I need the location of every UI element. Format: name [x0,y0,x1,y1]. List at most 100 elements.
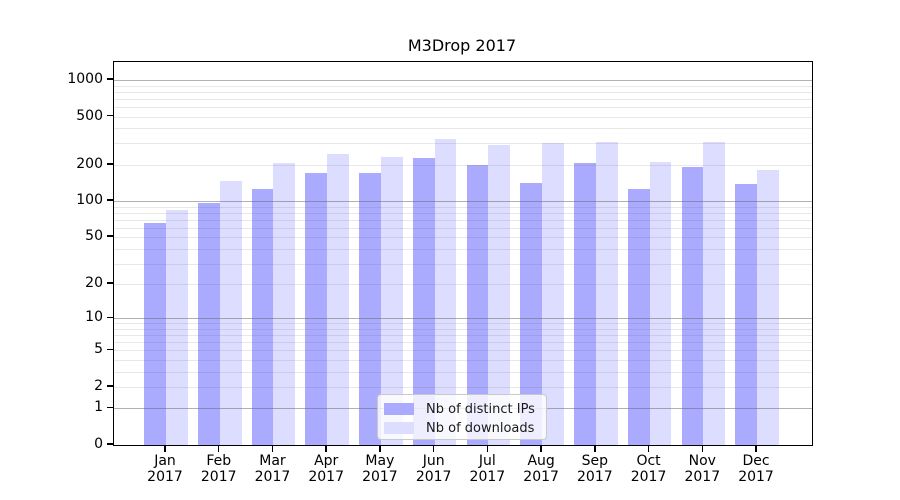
y-tick-label: 500 [76,107,103,124]
x-axis-tick [701,445,704,452]
y-axis-tick [106,78,113,80]
legend-swatch-downloads-icon [384,422,414,434]
gridline-minor [114,350,812,352]
bar-downloads-feb [219,180,242,445]
bar-distinct-ips-mar [251,189,274,445]
y-axis-tick [106,235,113,237]
gridline-minor [114,284,812,286]
x-tick-label: Nov 2017 [684,453,721,485]
legend-label-downloads: Nb of downloads [426,420,535,436]
bar-distinct-ips-oct [627,189,650,445]
gridline-minor [114,164,812,166]
legend-label-distinct-ips: Nb of distinct IPs [426,401,535,417]
gridline-minor [114,98,812,100]
x-axis-tick [755,445,757,452]
x-tick-label: Jun 2017 [415,453,452,485]
x-tick-label: Feb 2017 [200,453,237,485]
bar-downloads-apr [327,154,349,445]
bar-distinct-ips-feb [197,203,220,445]
y-tick-label: 200 [76,155,103,172]
gridline-minor [114,116,812,118]
y-axis-tick [106,443,113,445]
y-axis-tick [106,114,113,117]
legend-item-downloads: Nb of downloads [384,419,546,437]
x-tick-label: Sep 2017 [577,453,613,485]
x-tick-label: Jan 2017 [147,453,183,485]
gridline-minor [114,212,812,214]
bar-distinct-ips-apr [305,172,328,445]
gridline-minor [114,248,812,250]
x-tick-label: Apr 2017 [308,453,344,485]
bar-downloads-jul [488,144,511,445]
y-tick-label: 10 [85,309,103,326]
bar-distinct-ips-aug [520,183,543,445]
x-tick-label: Jul 2017 [469,453,506,485]
y-axis-tick [106,282,113,284]
x-tick-label: Mar 2017 [254,453,291,485]
bar-distinct-ips-nov [681,166,704,445]
y-tick-label: 2 [94,377,103,394]
legend-swatch-distinct-ips-icon [384,403,414,415]
legend: Nb of distinct IPs Nb of downloads [377,394,547,440]
x-tick-label: Dec 2017 [738,453,774,485]
x-axis-tick [647,445,650,452]
x-axis-tick [164,445,166,452]
gridline-minor [114,386,812,388]
bar-distinct-ips-jan [144,222,166,445]
y-axis-tick [106,316,113,319]
y-tick-label: 20 [85,275,103,292]
gridline-minor [114,219,812,221]
gridline-minor [114,106,812,108]
chart-title: M3Drop 2017 [407,36,517,55]
gridline-major [114,201,812,203]
gridline-minor [114,91,812,93]
x-axis-tick [594,445,596,452]
gridline-minor [114,323,812,325]
x-axis-tick [217,445,220,452]
bar-distinct-ips-sep [574,162,596,445]
y-axis-tick [106,163,113,165]
gridline-minor [114,85,812,87]
gridline-minor [114,359,812,361]
bar-downloads-oct [649,162,672,445]
x-axis-tick [325,445,327,452]
x-tick-label: May 2017 [362,453,398,485]
gridline-minor [114,128,812,130]
x-tick-label: Aug 2017 [523,453,559,485]
x-axis-tick [271,445,274,452]
bar-downloads-nov [703,141,726,445]
bar-downloads-aug [542,143,564,445]
legend-item-distinct-ips: Nb of distinct IPs [384,400,546,418]
gridline-minor [114,328,812,330]
gridline-minor [114,342,812,344]
gridline-minor [114,237,812,239]
gridline-minor [114,206,812,208]
bar-downloads-mar [273,163,296,445]
x-axis-tick [432,445,435,452]
bar-downloads-dec [757,170,779,445]
gridline-minor [114,263,812,265]
bar-downloads-jun [434,139,457,445]
y-tick-label: 1 [94,399,103,416]
x-axis-tick [540,445,542,452]
y-tick-label: 1000 [67,70,103,87]
gridline-minor [114,143,812,145]
y-tick-label: 0 [94,436,103,452]
gridline-minor [114,227,812,229]
y-axis-tick [106,199,113,201]
plot-area [113,61,813,446]
y-tick-label: 50 [85,228,103,245]
bar-downloads-jan [166,209,188,445]
y-axis-tick [106,348,113,351]
y-axis-tick [106,385,113,387]
gridline-minor [114,371,812,373]
bar-distinct-ips-jun [412,158,435,445]
gridline-major [114,79,812,81]
gridline-minor [114,335,812,337]
x-axis-tick [486,445,489,452]
bar-downloads-may [380,157,403,445]
x-axis-tick [379,445,381,452]
bar-distinct-ips-jul [466,164,489,445]
bar-distinct-ips-may [359,172,381,445]
